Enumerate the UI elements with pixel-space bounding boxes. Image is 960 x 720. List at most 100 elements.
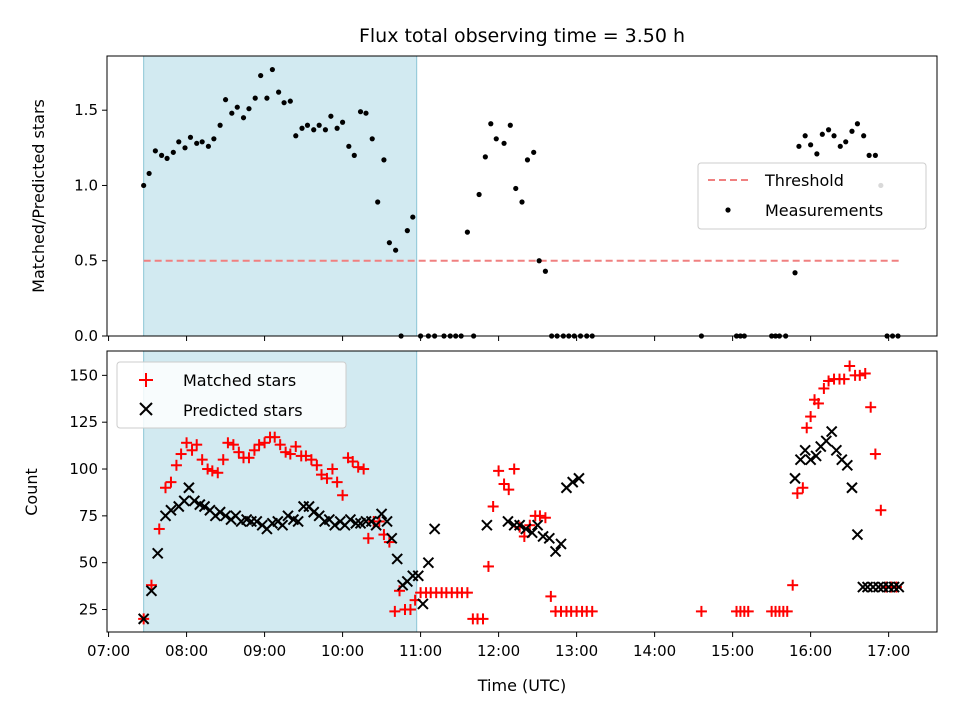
measurement-point — [381, 157, 387, 163]
legend-measurements-swatch — [725, 207, 731, 213]
measurement-point — [182, 145, 188, 151]
x-axis-label: Time (UTC) — [477, 676, 566, 695]
matched-star-point — [217, 454, 229, 466]
matched-star-point — [347, 456, 359, 468]
matched-star-point — [186, 444, 198, 456]
measurement-point — [229, 110, 235, 116]
matched-star-point — [781, 605, 793, 617]
measurement-point — [152, 148, 158, 154]
measurement-point — [194, 140, 200, 146]
matched-star-point — [865, 401, 877, 413]
legend-matched-label: Matched stars — [183, 371, 296, 390]
matched-star-point — [823, 375, 835, 387]
matched-star-point — [196, 454, 208, 466]
counts-y-axis-label: Count — [22, 468, 41, 516]
measurement-point — [524, 157, 531, 163]
predicted-star-point — [789, 472, 801, 485]
matched-star-point — [503, 484, 515, 496]
y-tick-label: 1.0 — [74, 176, 98, 194]
matched-star-point — [534, 510, 546, 522]
measurement-point — [339, 119, 346, 125]
x-tick-label: 12:00 — [477, 642, 520, 660]
predicted-star-point — [810, 450, 822, 462]
x-tick-label: 13:00 — [555, 642, 598, 660]
matched-star-point — [404, 604, 416, 616]
matched-star-point — [175, 448, 187, 460]
legend-threshold-label: Threshold — [764, 171, 844, 190]
predicted-star-point — [151, 547, 164, 560]
measurement-point — [501, 140, 507, 146]
legend-predicted-swatch — [139, 402, 153, 416]
matched-star-point — [191, 439, 203, 451]
measurement-point — [831, 133, 837, 139]
matched-star-point — [274, 439, 286, 451]
matched-star-point — [284, 448, 296, 460]
predicted-stars-points — [137, 425, 905, 625]
measurement-point — [246, 106, 252, 112]
matched-star-point — [212, 467, 224, 479]
y-tick-label: 125 — [69, 413, 98, 431]
predicted-star-point — [251, 515, 263, 528]
matched-star-point — [227, 439, 239, 451]
matched-star-point — [461, 587, 473, 599]
legend-matched-swatch — [139, 373, 153, 387]
measurement-point — [808, 142, 814, 148]
matched-star-point — [145, 579, 157, 591]
measurement-point — [240, 115, 247, 121]
measurement-point — [410, 214, 416, 220]
predicted-star-point — [857, 581, 869, 593]
predicted-star-point — [198, 500, 211, 513]
predicted-star-point — [137, 613, 150, 625]
y-tick-label: 0.5 — [74, 252, 98, 270]
ratio-legend: Threshold Measurements — [697, 162, 927, 230]
predicted-star-point — [549, 545, 562, 558]
predicted-star-point — [820, 435, 832, 447]
predicted-star-point — [543, 532, 556, 545]
matched-star-point — [493, 465, 505, 477]
matched-star-point — [305, 454, 317, 466]
predicted-star-point — [417, 598, 429, 610]
measurement-point — [363, 110, 369, 116]
counts-legend: Matched stars Predicted stars — [116, 361, 347, 429]
measurement-point — [311, 127, 317, 133]
matched-star-point — [838, 373, 850, 385]
measurement-point — [825, 127, 832, 133]
counts-y-ticks: 25 50 75 100 125 150 — [69, 366, 107, 619]
counts-x-ticks: 07:00 08:00 09:00 10:00 11:00 12:00 13:00 14:00… — [87, 632, 910, 660]
measurement-point — [252, 95, 258, 101]
matched-star-point — [482, 560, 494, 572]
measurement-point — [819, 131, 825, 137]
ratio-axes-frame — [106, 55, 938, 337]
observing-window-span — [143, 55, 418, 337]
predicted-star-point — [428, 523, 441, 535]
measurement-point — [346, 143, 352, 149]
matched-star-point — [844, 360, 856, 372]
ratio-panel: 0.0 0.5 1.0 1.5 Matched/Predicted stars Thr… — [29, 55, 938, 345]
measurement-point — [276, 89, 282, 95]
measurement-point — [351, 152, 357, 158]
ratio-x-ticks — [108, 336, 890, 341]
matched-star-point — [153, 523, 165, 535]
matched-star-point — [311, 459, 323, 471]
measurement-point — [322, 127, 329, 133]
measurement-point — [872, 152, 878, 158]
predicted-star-point — [531, 519, 544, 531]
measurement-point — [205, 143, 212, 149]
predicted-star-point — [386, 532, 398, 545]
counts-axes-frame — [106, 350, 938, 633]
predicted-star-point — [846, 482, 858, 494]
measurement-point — [488, 121, 494, 127]
matched-star-point — [801, 422, 813, 434]
measurement-point — [334, 125, 340, 131]
predicted-star-point — [375, 508, 388, 520]
predicted-star-point — [422, 556, 435, 569]
measurement-point — [176, 139, 182, 145]
legend-measurements-label: Measurements — [765, 201, 883, 220]
matched-star-point — [358, 463, 370, 475]
matched-star-point — [539, 512, 551, 524]
matched-star-point — [331, 476, 343, 488]
predicted-star-point — [520, 523, 532, 535]
matched-star-point — [269, 431, 281, 443]
predicted-star-point — [183, 482, 195, 494]
